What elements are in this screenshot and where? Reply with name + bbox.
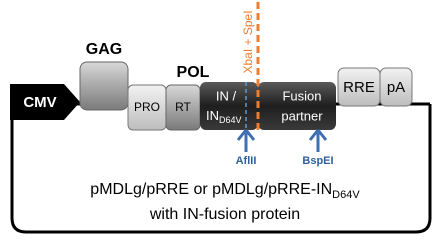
fusion-box	[258, 82, 336, 130]
cmv-label: CMV	[23, 94, 56, 111]
caption-line-1: pMDLg/pRRE or pMDLg/pRRE-IND64V	[90, 181, 360, 201]
gag-label: GAG	[86, 41, 122, 58]
cmv-arrow	[10, 84, 80, 120]
plasmid-loop	[10, 104, 432, 234]
pa-box	[379, 67, 413, 107]
in-text: IN	[206, 108, 219, 123]
bsp-label: BspEI	[302, 155, 333, 167]
pa-label: pA	[387, 79, 405, 96]
rre-label: RRE	[343, 79, 375, 96]
pro-label: PRO	[134, 100, 160, 114]
in-box	[200, 82, 258, 130]
caption-line-2: with IN-fusion protein	[149, 206, 300, 223]
in-label: IN /	[216, 88, 237, 103]
in-d64v-label: IND64V	[206, 108, 242, 125]
afl-label: AflII	[236, 155, 257, 167]
caption-text: pMDLg/pRRE or pMDLg/pRRE-IN	[90, 181, 332, 198]
pol-label: POL	[177, 64, 210, 81]
rt-label: RT	[175, 100, 191, 114]
in-sub: D64V	[219, 115, 242, 125]
fusion-label-2: partner	[281, 108, 323, 123]
caption-sub: D64V	[332, 189, 360, 201]
afl-arrow	[236, 129, 256, 152]
gag-box	[79, 61, 129, 111]
site-label: XbaI + SpeI	[241, 10, 255, 73]
bsp-arrow	[308, 129, 328, 152]
fusion-label-1: Fusion	[282, 88, 321, 103]
